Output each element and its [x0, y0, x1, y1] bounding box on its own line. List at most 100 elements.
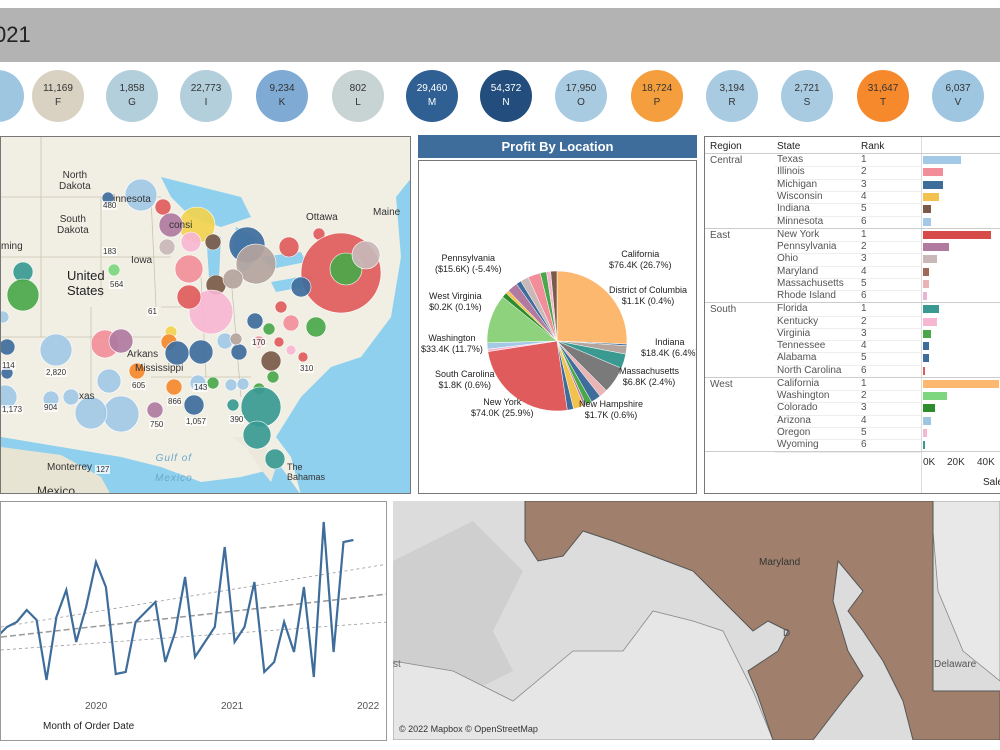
map-bubble[interactable]: [246, 312, 264, 330]
map-bubble[interactable]: [102, 395, 140, 433]
sales-bar[interactable]: [923, 305, 939, 314]
sales-bar[interactable]: [923, 267, 929, 276]
state-cell[interactable]: Indiana: [777, 203, 810, 215]
state-cell[interactable]: Wyoming: [777, 439, 819, 451]
kpi-circle-g[interactable]: 1,858 G: [106, 70, 158, 122]
state-cell[interactable]: Massachusetts: [777, 277, 844, 289]
map-bubble[interactable]: [176, 284, 202, 310]
state-cell[interactable]: Alabama: [777, 352, 817, 364]
kpi-circle-o[interactable]: 17,950 O: [555, 70, 607, 122]
map-bubble[interactable]: [6, 278, 40, 312]
state-cell[interactable]: Oregon: [777, 427, 811, 438]
map-bubble[interactable]: [230, 343, 248, 361]
map-bubble[interactable]: [204, 233, 222, 251]
map-bubble[interactable]: [273, 336, 285, 348]
map-bubble[interactable]: [96, 368, 122, 394]
state-cell[interactable]: Ohio: [777, 253, 799, 265]
map-bubble[interactable]: [164, 340, 190, 366]
map-bubble[interactable]: [305, 316, 327, 338]
map-bubble[interactable]: [235, 243, 277, 285]
maryland-map-svg[interactable]: [393, 501, 1000, 740]
sales-bar[interactable]: [923, 292, 927, 301]
pie-slice[interactable]: [550, 270, 558, 342]
map-bubble[interactable]: [1, 310, 10, 324]
sales-bar[interactable]: [923, 379, 999, 388]
state-cell[interactable]: California: [777, 377, 820, 389]
map-bubble[interactable]: [188, 339, 214, 365]
sales-bar[interactable]: [923, 392, 947, 401]
map-bubble[interactable]: [297, 351, 309, 363]
map-bubble[interactable]: [264, 448, 286, 470]
map-bubble[interactable]: [274, 300, 288, 314]
sales-bar[interactable]: [923, 156, 961, 164]
kpi-circle-m[interactable]: 29,460 M: [406, 70, 458, 122]
map-bubble[interactable]: [260, 350, 282, 372]
sales-bar[interactable]: [923, 255, 937, 264]
map-bubble[interactable]: [146, 401, 164, 419]
map-bubble[interactable]: [39, 333, 73, 367]
map-bubble[interactable]: [165, 378, 183, 396]
kpi-circle-l[interactable]: 802 L: [332, 70, 384, 122]
map-bubble[interactable]: [74, 396, 108, 430]
profit-pie-panel[interactable]: California $76.4K (26.7%) District of Colu…: [418, 160, 697, 494]
sales-bar[interactable]: [923, 279, 929, 288]
sales-bar[interactable]: [923, 441, 925, 450]
state-cell[interactable]: Wisconsin: [777, 190, 823, 202]
kpi-circle-f[interactable]: 11,169 F: [32, 70, 84, 122]
map-copyright[interactable]: © 2022 Mapbox © OpenStreetMap: [399, 724, 538, 734]
sales-bar[interactable]: [923, 217, 931, 226]
sales-bar[interactable]: [923, 404, 935, 413]
map-bubble[interactable]: [224, 378, 238, 392]
kpi-circle-t[interactable]: 31,647 T: [857, 70, 909, 122]
state-cell[interactable]: Minnesota: [777, 215, 824, 227]
sales-bar[interactable]: [923, 205, 931, 214]
map-bubble[interactable]: [285, 344, 297, 356]
kpi-circle-v[interactable]: 6,037 V: [932, 70, 984, 122]
map-bubbles[interactable]: [1, 178, 382, 470]
state-cell[interactable]: North Carolina: [777, 364, 842, 376]
map-bubble[interactable]: [226, 398, 240, 412]
map-bubble[interactable]: [154, 198, 172, 216]
sales-bar[interactable]: [923, 366, 925, 375]
map-bubble[interactable]: [240, 386, 282, 428]
us-map-svg[interactable]: [1, 137, 411, 494]
sales-bar[interactable]: [923, 354, 929, 363]
sales-trend-chart[interactable]: [1, 502, 387, 741]
sales-bar[interactable]: [923, 242, 949, 251]
map-bubble[interactable]: [351, 240, 381, 270]
sales-bar[interactable]: [923, 429, 927, 437]
kpi-circle-n[interactable]: 54,372 N: [480, 70, 532, 122]
sales-bar[interactable]: [923, 168, 943, 177]
kpi-circle-k[interactable]: 9,234 K: [256, 70, 308, 122]
map-bubble[interactable]: [128, 362, 146, 380]
map-bubble[interactable]: [183, 394, 205, 416]
sales-bar[interactable]: [923, 180, 943, 189]
sales-bar[interactable]: [923, 416, 931, 425]
map-bubble[interactable]: [62, 388, 80, 406]
kpi-circle-r[interactable]: 3,194 R: [706, 70, 758, 122]
map-bubble[interactable]: [124, 178, 158, 212]
kpi-circle-s[interactable]: 2,721 S: [781, 70, 833, 122]
map-bubble[interactable]: [206, 376, 220, 390]
sales-bar[interactable]: [923, 329, 931, 338]
map-bubble[interactable]: [174, 254, 204, 284]
map-bubble[interactable]: [222, 268, 244, 290]
state-cell[interactable]: New York: [777, 228, 820, 240]
map-bubble[interactable]: [236, 377, 250, 391]
map-bubble[interactable]: [290, 276, 312, 298]
state-cell[interactable]: Tennessee: [777, 340, 826, 352]
profit-pie-chart[interactable]: [419, 161, 697, 494]
map-bubble[interactable]: [242, 420, 272, 450]
us-bubble-map[interactable]: North Dakota South Dakota innesota consi…: [0, 136, 411, 494]
state-cell[interactable]: Illinois: [777, 166, 805, 178]
sales-bar[interactable]: [923, 192, 939, 201]
state-cell[interactable]: Virginia: [777, 327, 811, 339]
map-bubble[interactable]: [262, 322, 276, 336]
sales-line[interactable]: [1, 521, 354, 681]
sales-rank-table[interactable]: Region State Rank Central Texas 1 Illinois 2…: [704, 136, 1000, 494]
map-bubble[interactable]: [1, 338, 16, 356]
maryland-map[interactable]: Maryland Delaware D st © 2022 Mapbox © O…: [393, 501, 1000, 740]
state-cell[interactable]: Pennsylvania: [777, 240, 837, 252]
sales-bar[interactable]: [923, 342, 929, 351]
state-cell[interactable]: Michigan: [777, 178, 818, 190]
